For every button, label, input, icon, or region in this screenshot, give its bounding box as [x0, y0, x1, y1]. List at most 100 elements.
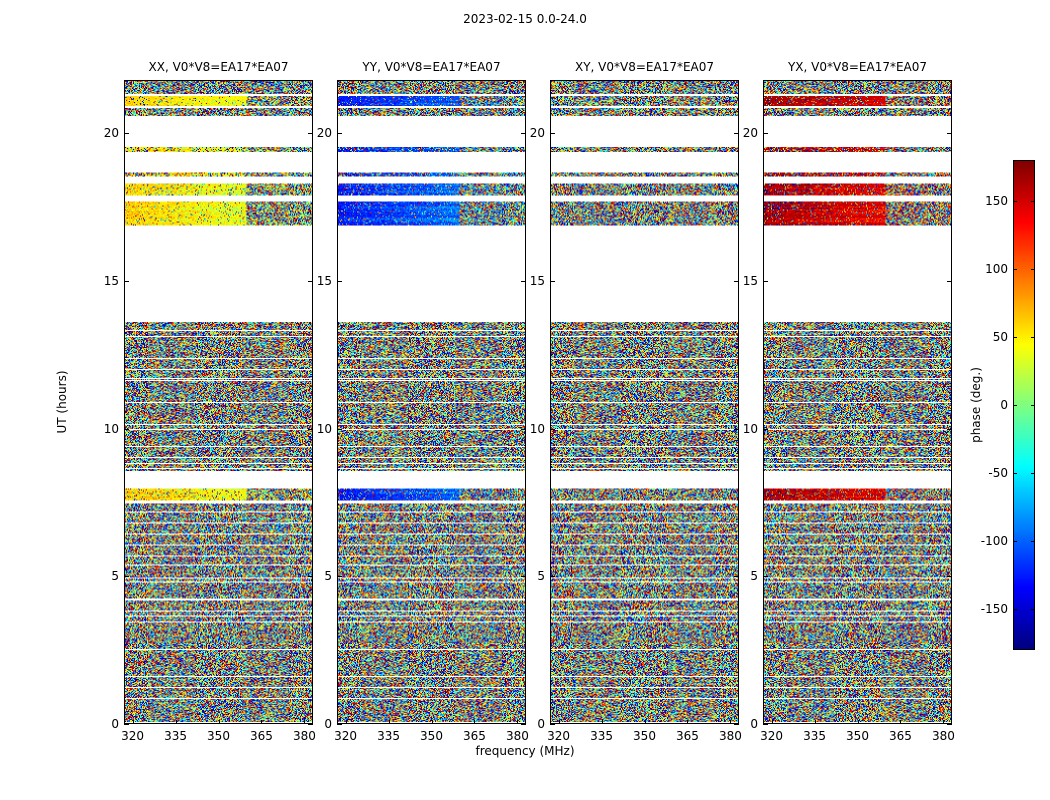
- y-tick-label: 5: [111, 569, 119, 584]
- x-tick-label: 380: [718, 729, 742, 743]
- subplot-title-yy: YY, V0*V8=EA17*EA07: [362, 60, 501, 74]
- colorbar-tick-right: [1031, 541, 1035, 543]
- y-tick: [550, 280, 555, 282]
- x-tick: [857, 720, 859, 724]
- y-tick: [337, 576, 342, 578]
- colorbar-tick: [1013, 541, 1017, 543]
- y-tick: [124, 576, 129, 578]
- y-tick: [337, 428, 342, 430]
- y-tick-right: [521, 576, 526, 578]
- y-tick-label: 0: [750, 717, 758, 731]
- x-tick: [517, 720, 519, 724]
- x-axis-label: frequency (MHz): [475, 744, 575, 758]
- x-tick-label: 320: [760, 729, 784, 743]
- x-tick-label: 320: [334, 729, 358, 743]
- x-tick: [814, 720, 816, 724]
- y-tick-right: [947, 576, 952, 578]
- y-tick: [124, 428, 129, 430]
- x-tick: [388, 720, 390, 724]
- colorbar-tick: [1013, 405, 1017, 406]
- x-tick: [218, 720, 220, 724]
- y-tick-label: 15: [103, 273, 119, 288]
- waterfall-image-xy: [551, 81, 738, 723]
- subplot-xy: XY, V0*V8=EA17*EA07 0 5 10 15 20 320 335 350 365…: [530, 60, 742, 743]
- x-tick-label: 350: [633, 729, 656, 743]
- waterfall-image-yy: [338, 81, 525, 723]
- x-tick-label: 320: [547, 729, 571, 743]
- x-tick: [771, 720, 773, 724]
- y-tick-right: [308, 133, 313, 135]
- x-tick: [431, 720, 433, 724]
- y-tick-label: 0: [537, 717, 545, 731]
- y-tick: [763, 724, 768, 725]
- x-tick: [132, 720, 134, 724]
- x-tick: [644, 720, 646, 724]
- figure-suptitle: 2023-02-15 0.0-24.0: [463, 12, 587, 26]
- x-tick-label: 365: [676, 729, 699, 743]
- y-tick-right: [308, 724, 313, 725]
- y-tick-right: [947, 280, 952, 282]
- colorbar-tick-label: 150: [985, 193, 1008, 208]
- y-tick-right: [521, 724, 526, 725]
- colorbar-tick-right: [1031, 609, 1035, 611]
- colorbar-tick: [1013, 336, 1017, 338]
- colorbar-tick-label: 0: [1000, 398, 1008, 412]
- subplot-title-xy: XY, V0*V8=EA17*EA07: [574, 60, 715, 74]
- y-tick-right: [521, 280, 526, 282]
- x-tick-label: 380: [505, 729, 529, 743]
- colorbar-tick-label: -50: [988, 466, 1008, 481]
- y-axis-label: UT (hours): [55, 370, 69, 434]
- axes-frame-yy: [337, 80, 526, 724]
- x-tick-label: 350: [207, 729, 230, 743]
- x-tick-label: 320: [121, 729, 145, 743]
- y-tick: [763, 576, 768, 578]
- y-tick-right: [734, 133, 739, 135]
- axes-frame-yx: [763, 80, 952, 724]
- x-tick: [900, 720, 902, 724]
- y-tick-label: 20: [529, 126, 545, 141]
- x-tick-label: 365: [250, 729, 273, 743]
- y-tick-label: 10: [742, 421, 758, 436]
- y-tick: [763, 280, 768, 282]
- y-tick: [337, 133, 342, 135]
- colorbar-tick: [1013, 268, 1017, 270]
- y-tick: [763, 133, 768, 135]
- colorbar-tick-right: [1031, 336, 1035, 338]
- x-tick: [474, 720, 476, 724]
- y-tick-right: [734, 428, 739, 430]
- y-tick-label: 5: [750, 569, 758, 584]
- x-tick-label: 350: [420, 729, 443, 743]
- y-tick: [550, 428, 555, 430]
- y-tick-right: [734, 576, 739, 578]
- x-tick-label: 335: [803, 729, 826, 743]
- y-tick-label: 15: [316, 273, 332, 288]
- waterfall-image-yx: [764, 81, 951, 723]
- y-tick-label: 15: [529, 273, 545, 288]
- y-tick: [550, 724, 555, 725]
- x-tick: [601, 720, 603, 724]
- x-tick: [943, 720, 945, 724]
- colorbar-tick-right: [1031, 473, 1035, 475]
- colorbar-tick-right: [1031, 200, 1035, 202]
- x-tick: [261, 720, 263, 724]
- x-tick: [345, 720, 347, 724]
- colorbar-tick: [1013, 200, 1017, 202]
- x-tick-label: 365: [889, 729, 912, 743]
- colorbar-tick: [1013, 609, 1017, 611]
- colorbar-tick-label: -150: [980, 602, 1008, 617]
- colorbar-tick-right: [1031, 405, 1035, 406]
- waterfall-image-xx: [125, 81, 312, 723]
- colorbar-tick-label: -100: [980, 534, 1008, 549]
- x-tick: [558, 720, 560, 724]
- y-tick-right: [734, 280, 739, 282]
- colorbar-tick-label: 100: [985, 261, 1008, 276]
- x-tick-label: 335: [377, 729, 400, 743]
- y-tick: [550, 576, 555, 578]
- y-tick: [763, 428, 768, 430]
- x-tick-label: 335: [590, 729, 613, 743]
- y-tick-label: 10: [529, 421, 545, 436]
- y-tick-right: [308, 428, 313, 430]
- y-tick-right: [308, 576, 313, 578]
- x-tick-label: 335: [164, 729, 187, 743]
- x-tick: [304, 720, 306, 724]
